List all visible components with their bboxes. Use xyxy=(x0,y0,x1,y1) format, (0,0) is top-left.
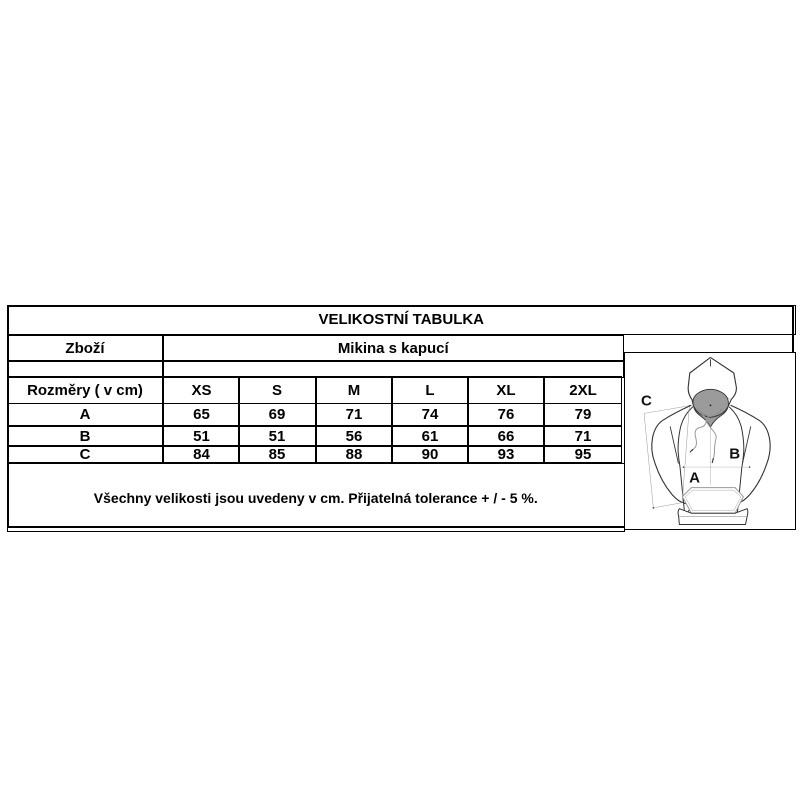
svg-text:B: B xyxy=(729,446,740,463)
svg-text:C: C xyxy=(641,392,652,409)
svg-text:A: A xyxy=(689,470,700,487)
